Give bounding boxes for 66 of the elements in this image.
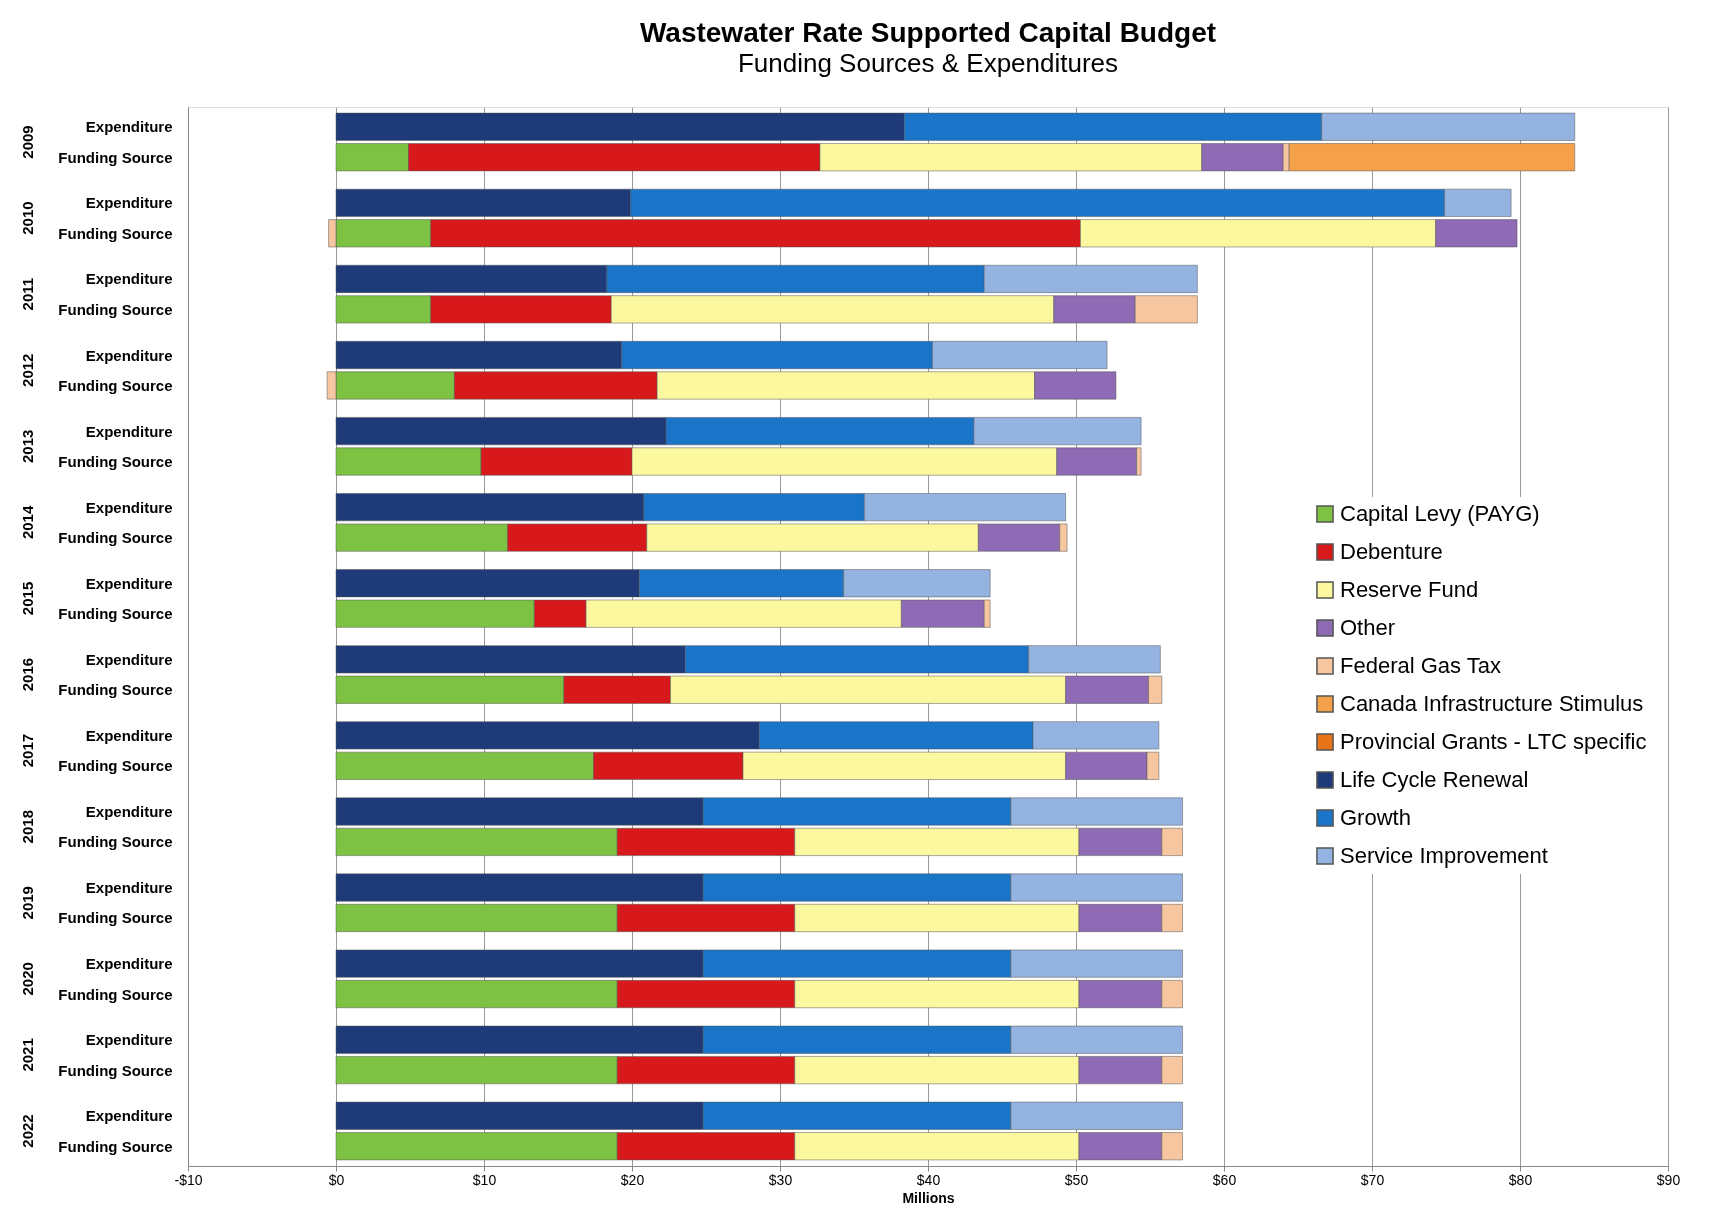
text: 2022	[19, 1114, 36, 1148]
text: 2017	[19, 733, 36, 768]
text: 2020	[19, 962, 36, 996]
text: 2015	[19, 581, 36, 616]
y-tick-label: Expenditure	[85, 118, 173, 136]
y-tick-label: Funding Source	[58, 453, 173, 471]
y-tick-label: Expenditure	[85, 498, 173, 516]
legend-label: Provincial Grants - LTC specific	[1340, 729, 1647, 754]
x-tick-label: $80	[1508, 1171, 1533, 1188]
y-tick-label: Expenditure	[85, 802, 173, 820]
legend-label: Growth	[1340, 805, 1411, 830]
y-tick-label: Funding Source	[58, 833, 173, 851]
y-tick-label: Funding Source	[58, 148, 173, 166]
x-tick-label: $50	[1064, 1171, 1089, 1188]
text: 2016	[19, 657, 36, 692]
legend-label: Federal Gas Tax	[1340, 653, 1502, 678]
x-tick-label: $20	[620, 1171, 645, 1188]
x-axis-title: Millions	[902, 1189, 955, 1206]
y-tick-label: Funding Source	[58, 909, 173, 927]
legend-label: Other	[1340, 615, 1396, 640]
x-tick-label: $40	[916, 1171, 941, 1188]
text: 2014	[19, 505, 36, 540]
legend-label: Service Improvement	[1340, 843, 1548, 868]
y-tick-label: Funding Source	[58, 1061, 173, 1079]
y-tick-label: Expenditure	[85, 270, 173, 288]
y-tick-label: Expenditure	[85, 346, 173, 364]
y-tick-label: Expenditure	[85, 650, 173, 668]
y-tick-label: Funding Source	[58, 300, 173, 318]
legend-label: Capital Levy (PAYG)	[1340, 501, 1540, 526]
y-tick-label: Expenditure	[85, 194, 173, 212]
text: 2019	[19, 886, 36, 920]
x-tick-label: $30	[768, 1171, 793, 1188]
y-tick-label: Expenditure	[85, 726, 173, 744]
text: 2010	[19, 201, 36, 235]
x-tick-label: $60	[1212, 1171, 1237, 1188]
x-tick-label: $0	[328, 1171, 345, 1188]
y-tick-label: Funding Source	[58, 224, 173, 242]
legend-label: Canada Infrastructure Stimulus	[1340, 691, 1644, 716]
y-tick-label: Funding Source	[58, 376, 173, 394]
y-tick-label: Expenditure	[85, 1031, 173, 1049]
legend-label: Life Cycle Renewal	[1340, 767, 1529, 792]
y-tick-label: Funding Source	[58, 985, 173, 1003]
y-tick-label: Expenditure	[85, 1107, 173, 1125]
y-tick-label: Expenditure	[85, 422, 173, 440]
y-tick-label: Expenditure	[85, 955, 173, 973]
text: 2011	[19, 277, 36, 311]
y-tick-label: Funding Source	[58, 681, 173, 699]
y-tick-label: Funding Source	[58, 605, 173, 623]
text: 2009	[19, 125, 36, 159]
y-tick-label: Funding Source	[58, 529, 173, 547]
text: 2021	[19, 1038, 36, 1072]
chart-title: Wastewater Rate Supported Capital Budget	[639, 17, 1217, 48]
text: 2012	[19, 353, 36, 387]
legend-label: Debenture	[1340, 539, 1443, 564]
y-tick-label: Expenditure	[85, 574, 173, 592]
legend-label: Reserve Fund	[1340, 577, 1479, 602]
text: 2013	[19, 429, 36, 463]
y-tick-label: Expenditure	[85, 879, 173, 897]
y-tick-label: Funding Source	[58, 757, 173, 775]
x-tick-label: $10	[472, 1171, 497, 1188]
chart-subtitle: Funding Sources & Expenditures	[737, 48, 1119, 78]
x-tick-label: -$10	[174, 1171, 203, 1188]
x-tick-label: $90	[1656, 1171, 1681, 1188]
text: 2018	[19, 810, 36, 844]
x-tick-label: $70	[1360, 1171, 1385, 1188]
y-tick-label: Funding Source	[58, 1137, 173, 1155]
